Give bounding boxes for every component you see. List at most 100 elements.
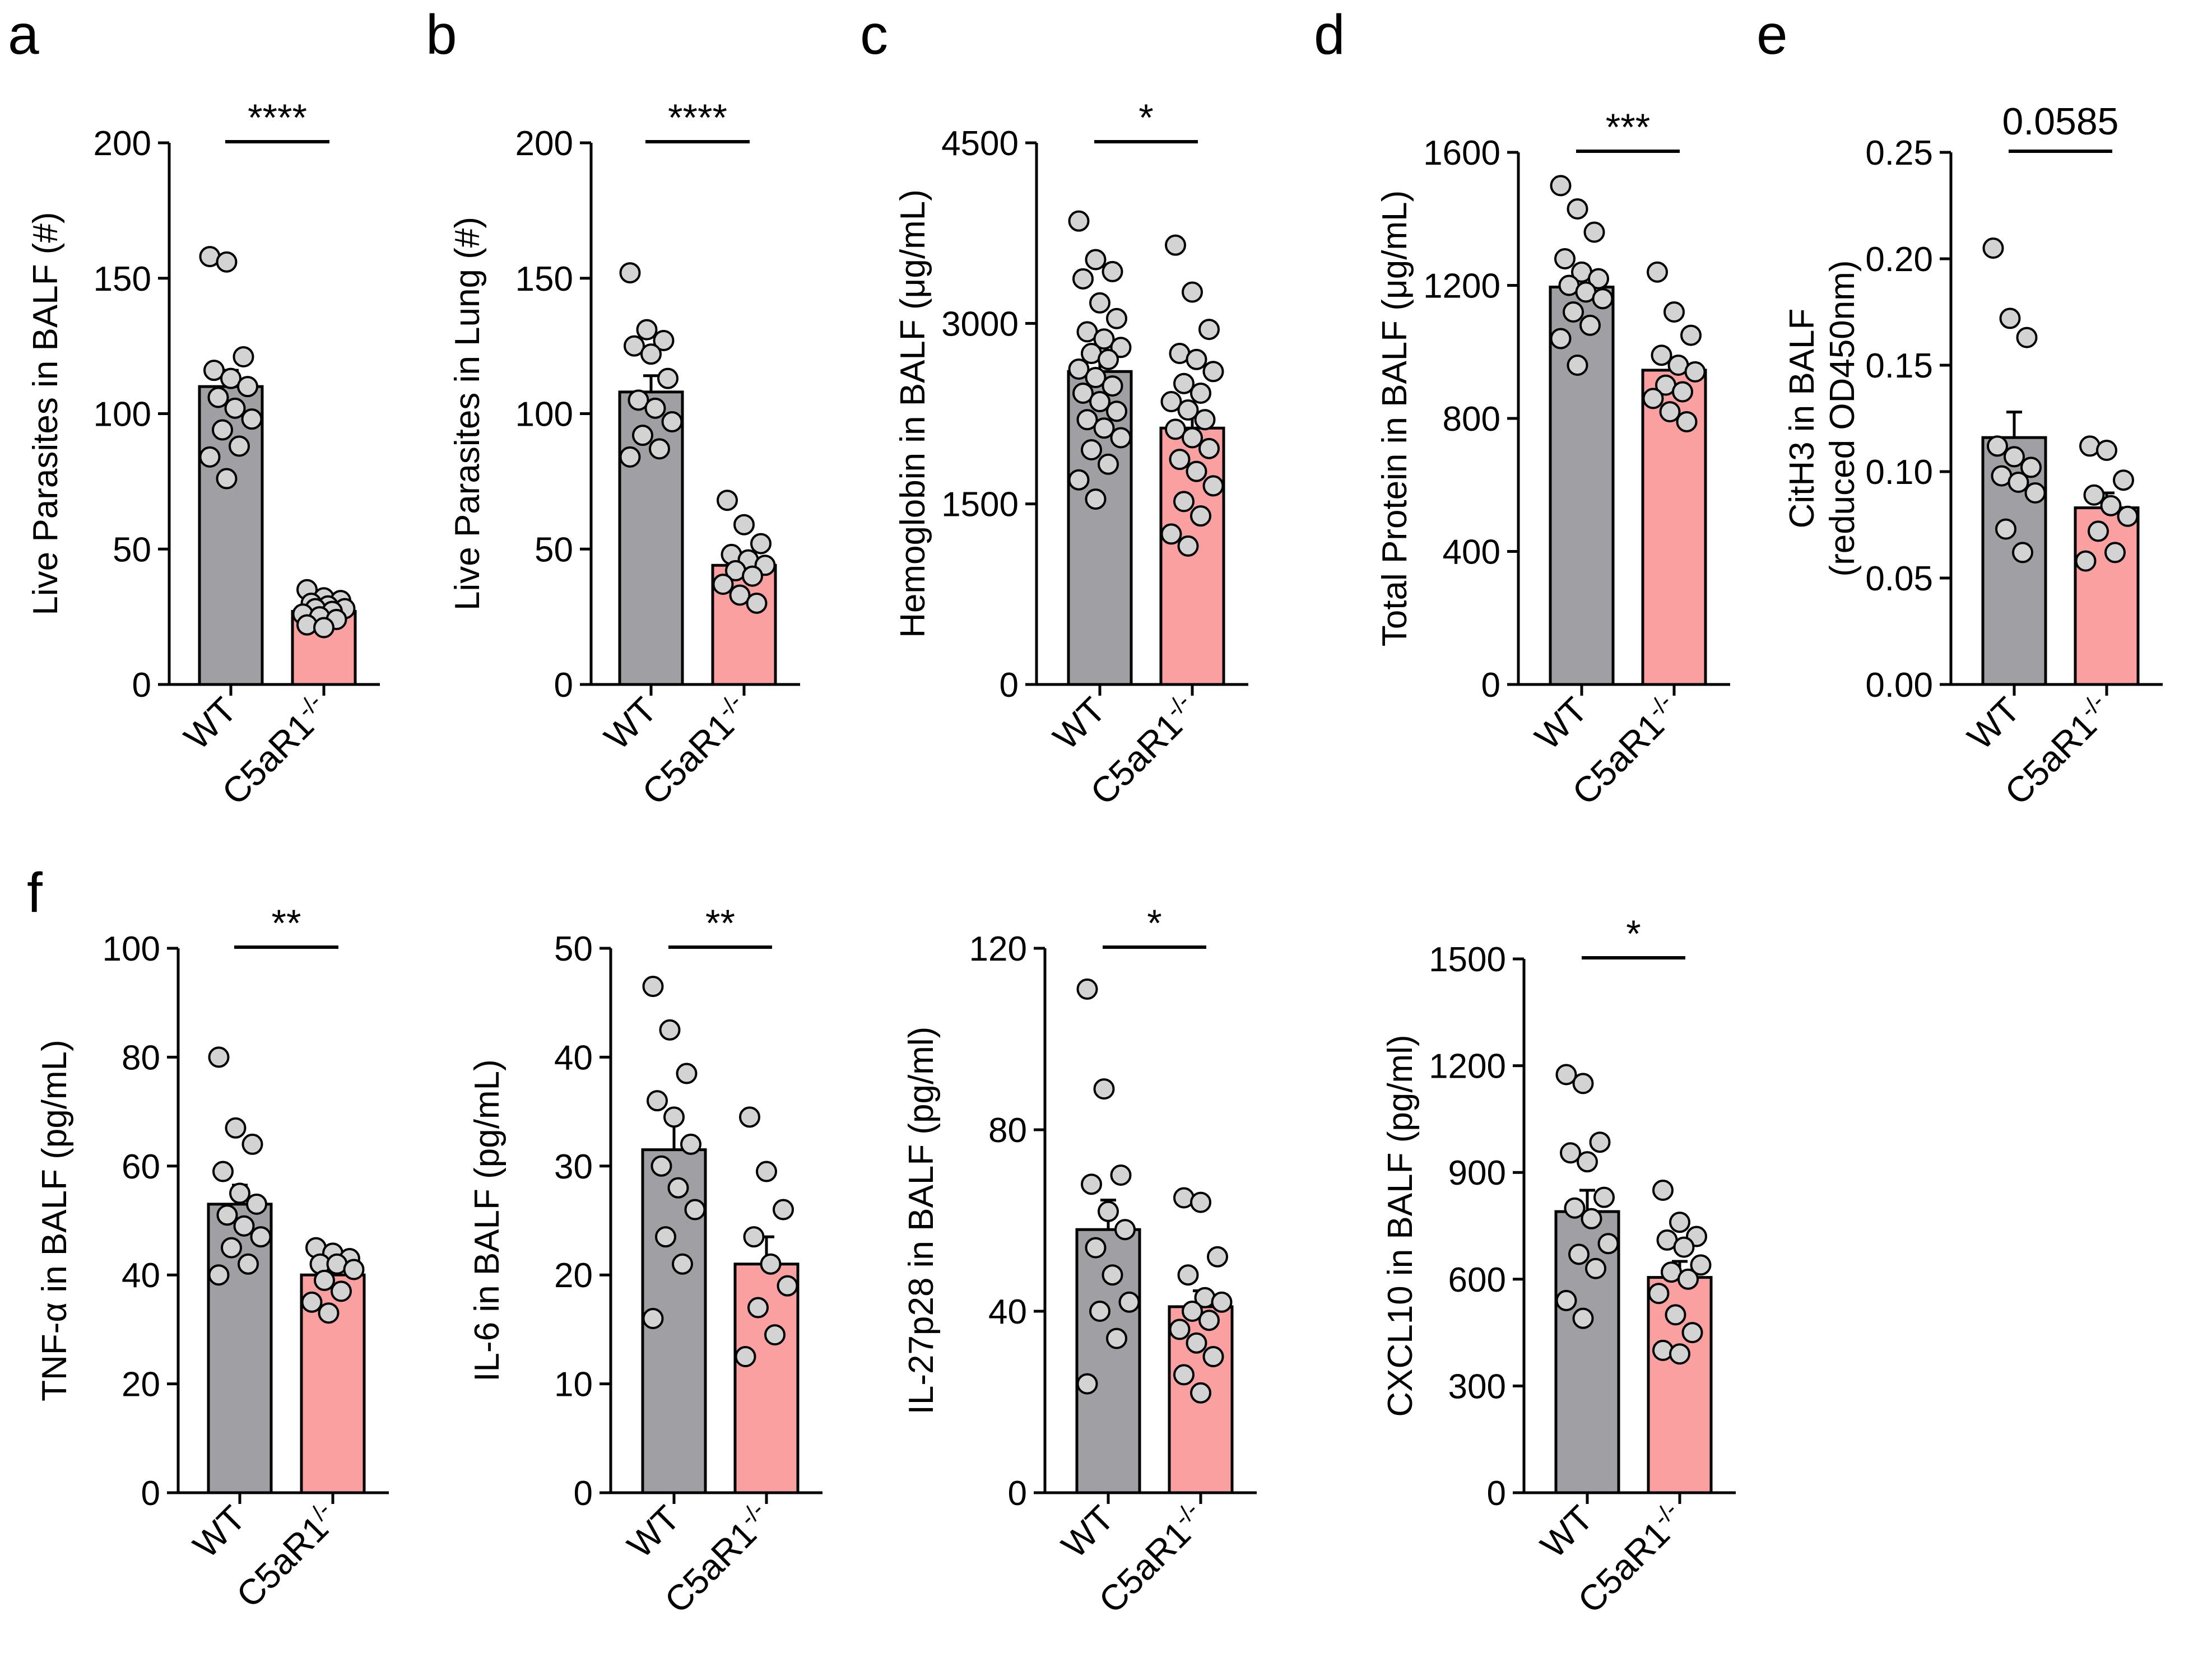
data-point bbox=[1085, 488, 1107, 510]
data-point bbox=[1182, 427, 1203, 449]
data-point bbox=[1588, 268, 1609, 290]
data-point bbox=[1669, 1212, 1690, 1233]
data-point bbox=[1663, 301, 1685, 323]
data-point bbox=[207, 386, 229, 408]
data-point bbox=[238, 1253, 259, 1275]
y-tick-label: 120 bbox=[969, 930, 1027, 968]
data-point bbox=[1579, 314, 1601, 336]
data-point bbox=[647, 1090, 668, 1112]
data-point bbox=[2075, 550, 2097, 572]
x-category-label: WT bbox=[620, 1498, 687, 1566]
data-point bbox=[1177, 399, 1199, 421]
data-point bbox=[343, 1259, 365, 1280]
panel-letter: e bbox=[1756, 3, 1788, 66]
data-point bbox=[1563, 301, 1584, 323]
data-point bbox=[224, 397, 246, 419]
data-point bbox=[2100, 495, 2122, 516]
data-point bbox=[1173, 491, 1195, 513]
y-tick-label: 40 bbox=[122, 1256, 160, 1295]
significance-label: *** bbox=[1606, 106, 1650, 148]
data-point bbox=[657, 367, 679, 389]
data-point bbox=[1085, 249, 1107, 271]
data-point bbox=[216, 251, 238, 273]
data-point bbox=[1560, 1142, 1581, 1164]
y-tick-label: 0 bbox=[554, 666, 573, 705]
data-point bbox=[216, 1204, 238, 1226]
data-point bbox=[220, 367, 241, 389]
data-point bbox=[1110, 337, 1132, 358]
data-point bbox=[2007, 472, 2029, 493]
data-point bbox=[1597, 1233, 1619, 1255]
data-point bbox=[1567, 355, 1588, 376]
y-tick-label: 400 bbox=[1443, 533, 1500, 572]
data-point bbox=[1592, 288, 1614, 310]
data-point bbox=[1190, 505, 1211, 527]
data-point bbox=[1093, 417, 1115, 439]
category-name: WT bbox=[185, 1498, 253, 1566]
data-point bbox=[684, 1199, 706, 1221]
data-point bbox=[712, 574, 734, 595]
data-point bbox=[1589, 1131, 1611, 1153]
data-point bbox=[1568, 1243, 1590, 1265]
data-point bbox=[216, 468, 238, 490]
data-point bbox=[1585, 1257, 1606, 1279]
data-point bbox=[1572, 1073, 1594, 1094]
data-point bbox=[1672, 381, 1693, 403]
significance-label: **** bbox=[668, 96, 727, 139]
data-point bbox=[2088, 520, 2109, 542]
y-axis-title: CitH3 in BALF bbox=[1783, 309, 1821, 529]
x-category-label: WT bbox=[597, 690, 664, 757]
data-point bbox=[1081, 1173, 1102, 1195]
data-point bbox=[1207, 1246, 1228, 1268]
data-point bbox=[764, 1324, 786, 1346]
category-name: WT bbox=[176, 690, 244, 757]
significance-label: * bbox=[1626, 912, 1641, 955]
significance-label: * bbox=[1147, 902, 1161, 944]
data-point bbox=[212, 419, 233, 441]
data-point bbox=[1076, 409, 1098, 431]
data-point bbox=[2083, 484, 2105, 506]
data-point bbox=[2004, 446, 2025, 468]
data-point bbox=[1194, 409, 1216, 431]
y-tick-label: 0.25 bbox=[1865, 134, 1933, 173]
data-point bbox=[2117, 505, 2139, 527]
data-point bbox=[1647, 261, 1668, 283]
data-point bbox=[777, 1275, 798, 1297]
y-axis-title: CXCL10 in BALF (pg/ml) bbox=[1381, 1035, 1420, 1417]
category-name: WT bbox=[620, 1498, 687, 1566]
data-point bbox=[1681, 1322, 1703, 1344]
data-point bbox=[1098, 348, 1119, 370]
data-point bbox=[1583, 221, 1605, 243]
data-point bbox=[1081, 439, 1102, 460]
error-bar bbox=[2006, 411, 2022, 438]
data-point bbox=[650, 1155, 672, 1177]
data-point bbox=[1173, 372, 1195, 394]
data-point bbox=[221, 1237, 242, 1259]
data-point bbox=[1160, 391, 1182, 413]
data-point bbox=[1169, 449, 1191, 471]
data-point bbox=[1198, 437, 1220, 459]
data-point bbox=[756, 1161, 777, 1182]
data-point bbox=[1085, 1237, 1107, 1259]
data-point bbox=[2024, 482, 2046, 504]
data-point bbox=[1102, 375, 1123, 397]
data-point bbox=[1198, 1310, 1220, 1331]
data-point bbox=[1186, 460, 1207, 482]
y-tick-label: 10 bbox=[554, 1366, 593, 1404]
data-point bbox=[619, 446, 641, 468]
panel-letter: f bbox=[27, 861, 43, 924]
bar-c5ar1 bbox=[733, 1263, 800, 1494]
y-tick-label: 30 bbox=[554, 1148, 593, 1186]
y-tick-label: 1200 bbox=[1429, 1047, 1506, 1086]
data-point bbox=[229, 1182, 250, 1204]
data-point bbox=[1555, 1064, 1577, 1086]
data-point bbox=[1669, 1343, 1690, 1365]
data-point bbox=[1550, 328, 1572, 350]
data-point bbox=[2113, 469, 2134, 491]
y-tick-label: 0.20 bbox=[1865, 240, 1933, 279]
y-tick-label: 20 bbox=[122, 1366, 160, 1404]
data-point bbox=[1177, 535, 1199, 557]
